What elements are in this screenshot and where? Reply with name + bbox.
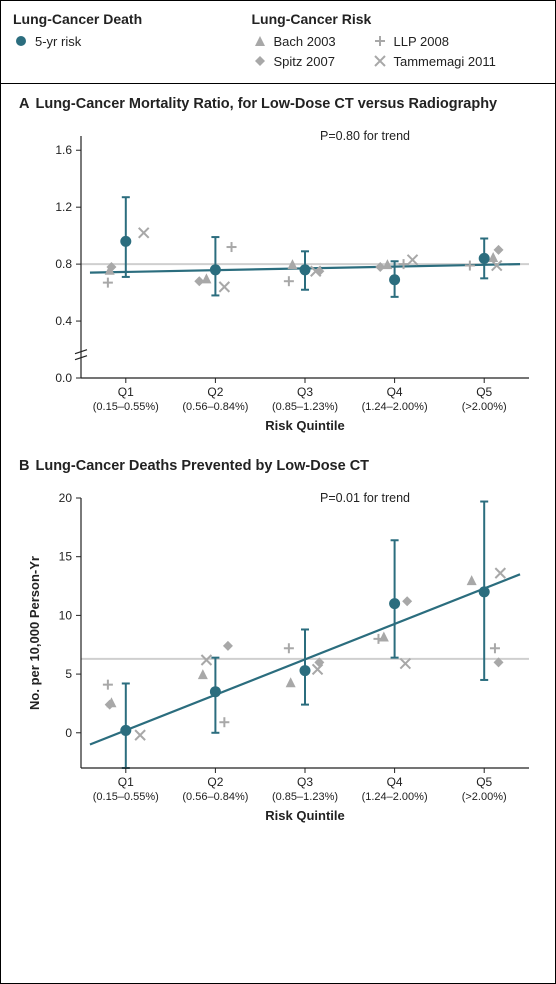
chart-b: 0 5 10 15 20 Q1 (0.15–0.55%) Q2 (0.56–0.84%) Q3 (0… [19, 480, 539, 840]
legend-item-label: LLP 2008 [394, 34, 449, 49]
secondary-marker [488, 252, 498, 262]
svg-text:Q1: Q1 [118, 775, 134, 789]
legend-left-items: 5-yr risk [13, 33, 252, 49]
secondary-marker [135, 730, 145, 740]
secondary-marker [490, 643, 500, 653]
svg-text:(0.56–0.84%): (0.56–0.84%) [182, 401, 248, 413]
svg-text:(0.15–0.55%): (0.15–0.55%) [93, 791, 159, 803]
legend-item: LLP 2008 [372, 33, 472, 49]
secondary-marker [219, 282, 229, 292]
svg-text:0.0: 0.0 [55, 371, 72, 385]
svg-text:0: 0 [65, 726, 72, 740]
panel-a-title: A Lung-Cancer Mortality Ratio, for Low-Do… [19, 96, 537, 112]
chart-a-holder: 0.0 0.4 0.8 1.2 1.6 Q1 (0.15–0.55%) Q2 (0.56–0.8… [19, 118, 537, 448]
secondary-marker [494, 245, 504, 255]
svg-text:Q2: Q2 [207, 775, 223, 789]
svg-text:Risk Quintile: Risk Quintile [265, 418, 344, 433]
secondary-marker [379, 632, 389, 642]
secondary-marker [103, 278, 113, 288]
secondary-marker [219, 717, 229, 727]
svg-text:No. per 10,000 Person-Yr: No. per 10,000 Person-Yr [27, 556, 42, 710]
panel-a: A Lung-Cancer Mortality Ratio, for Low-Do… [1, 84, 555, 452]
legend-item-label: Bach 2003 [274, 34, 336, 49]
svg-text:Q1: Q1 [118, 385, 134, 399]
svg-text:(>2.00%): (>2.00%) [462, 401, 507, 413]
svg-text:Q3: Q3 [297, 775, 313, 789]
secondary-marker [284, 643, 294, 653]
svg-text:10: 10 [59, 608, 73, 622]
panel-b-title: B Lung-Cancer Deaths Prevented by Low-Dos… [19, 458, 537, 474]
svg-text:(0.85–1.23%): (0.85–1.23%) [272, 791, 338, 803]
chart-b-holder: 0 5 10 15 20 Q1 (0.15–0.55%) Q2 (0.56–0.84%) Q3 (0… [19, 480, 537, 840]
secondary-marker [194, 276, 204, 286]
svg-text:1.6: 1.6 [55, 143, 72, 157]
secondary-marker [286, 677, 296, 687]
legend-box: Lung-Cancer Death 5-yr risk Lung-Cancer … [1, 1, 555, 84]
legend-item-label: 5-yr risk [35, 34, 81, 49]
svg-text:Q3: Q3 [297, 385, 313, 399]
secondary-marker [227, 242, 237, 252]
svg-text:Q2: Q2 [207, 385, 223, 399]
svg-text:(1.24–2.00%): (1.24–2.00%) [362, 791, 428, 803]
svg-text:15: 15 [59, 550, 73, 564]
svg-text:5: 5 [65, 667, 72, 681]
panel-a-letter: A [19, 96, 29, 112]
svg-text:(>2.00%): (>2.00%) [462, 791, 507, 803]
legend-item: 5-yr risk [13, 33, 113, 49]
secondary-marker [223, 641, 233, 651]
svg-text:(0.15–0.55%): (0.15–0.55%) [93, 401, 159, 413]
svg-text:(0.85–1.23%): (0.85–1.23%) [272, 401, 338, 413]
secondary-marker [139, 228, 149, 238]
svg-text:0.8: 0.8 [55, 257, 72, 271]
secondary-marker [284, 276, 294, 286]
legend-item: Spitz 2007 [252, 53, 352, 69]
legend-item: Bach 2003 [252, 33, 352, 49]
svg-text:Risk Quintile: Risk Quintile [265, 808, 344, 823]
svg-text:Q5: Q5 [476, 775, 492, 789]
panel-b-title-text: Lung-Cancer Deaths Prevented by Low-Dose… [35, 458, 369, 474]
svg-text:P=0.01 for trend: P=0.01 for trend [320, 491, 410, 505]
secondary-marker [198, 669, 208, 679]
svg-text:0.4: 0.4 [55, 314, 72, 328]
figure-container: Lung-Cancer Death 5-yr risk Lung-Cancer … [0, 0, 556, 984]
svg-text:20: 20 [59, 491, 73, 505]
legend-item: Tammemagi 2011 [372, 53, 496, 69]
legend-right-items: Bach 2003 LLP 2008 Spitz 2007 Tammemagi 201… [252, 33, 544, 69]
secondary-marker [467, 575, 477, 585]
secondary-marker [465, 261, 475, 271]
chart-a: 0.0 0.4 0.8 1.2 1.6 Q1 (0.15–0.55%) Q2 (0.56–0.8… [19, 118, 539, 448]
secondary-marker [402, 596, 412, 606]
svg-text:P=0.80 for trend: P=0.80 for trend [320, 129, 410, 143]
legend-item-label: Spitz 2007 [274, 54, 335, 69]
secondary-marker [400, 659, 410, 669]
legend-item-label: Tammemagi 2011 [394, 54, 496, 69]
secondary-marker [313, 664, 323, 674]
secondary-marker [201, 655, 211, 665]
secondary-marker [495, 568, 505, 578]
panel-b: B Lung-Cancer Deaths Prevented by Low-Dos… [1, 452, 555, 844]
panel-b-letter: B [19, 458, 29, 474]
svg-text:Q4: Q4 [387, 385, 403, 399]
svg-text:1.2: 1.2 [55, 200, 72, 214]
legend-left-heading: Lung-Cancer Death [13, 11, 252, 27]
svg-text:(1.24–2.00%): (1.24–2.00%) [362, 401, 428, 413]
svg-text:Q4: Q4 [387, 775, 403, 789]
legend-right-heading: Lung-Cancer Risk [252, 11, 544, 27]
svg-text:(0.56–0.84%): (0.56–0.84%) [182, 791, 248, 803]
secondary-marker [103, 680, 113, 690]
svg-text:Q5: Q5 [476, 385, 492, 399]
panel-a-title-text: Lung-Cancer Mortality Ratio, for Low-Dos… [35, 96, 497, 112]
